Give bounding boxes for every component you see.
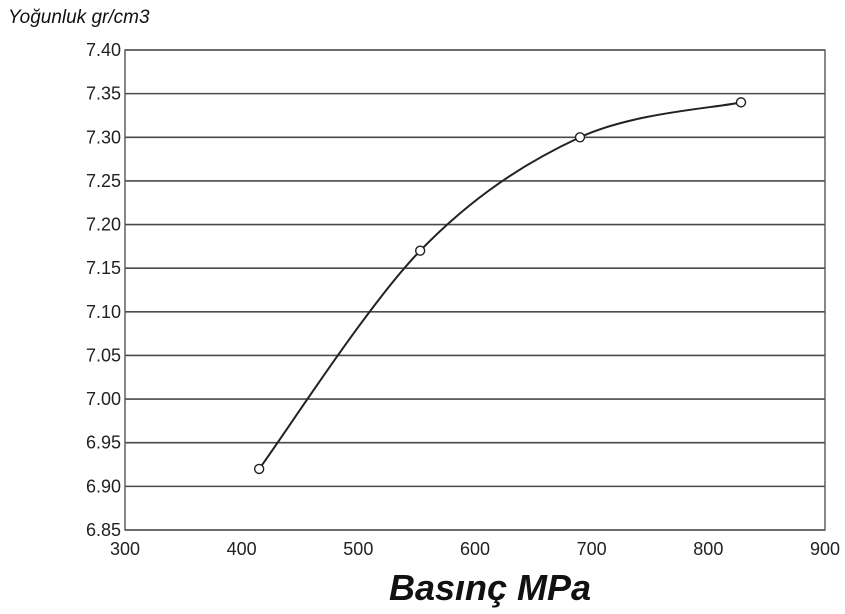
data-point [253, 463, 265, 475]
x-tick-label: 300 [110, 539, 140, 559]
x-tick-label: 700 [577, 539, 607, 559]
x-tick-label: 500 [343, 539, 373, 559]
data-points [253, 97, 747, 475]
y-tick-label: 7.40 [86, 40, 121, 60]
y-tick-label: 7.25 [86, 171, 121, 191]
series-line [258, 101, 742, 470]
y-tick-label: 7.20 [86, 215, 121, 235]
y-tick-label: 7.35 [86, 84, 121, 104]
x-axis-title: Basınç MPa [389, 567, 591, 608]
data-point [735, 97, 747, 108]
y-tick-label: 6.95 [86, 433, 121, 453]
x-tick-labels: 300 400 500 600 700 800 900 [110, 539, 840, 559]
y-tick-label: 7.05 [86, 345, 121, 365]
y-tick-label: 6.85 [86, 520, 121, 540]
data-point [414, 245, 426, 256]
y-axis-title: Yoğunluk gr/cm3 [8, 7, 150, 28]
gridlines [125, 49, 825, 531]
y-tick-label: 7.00 [86, 389, 121, 409]
x-tick-label: 900 [810, 539, 840, 559]
y-tick-label: 7.15 [86, 258, 121, 278]
x-tick-label: 800 [693, 539, 723, 559]
y-tick-label: 7.10 [86, 302, 121, 322]
data-point [574, 132, 586, 143]
x-tick-label: 400 [227, 539, 257, 559]
y-tick-label: 6.90 [86, 476, 121, 496]
x-tick-label: 600 [460, 539, 490, 559]
y-tick-labels: 6.85 6.90 6.95 7.00 7.05 7.10 7.15 7.20 7.25 7.30… [86, 40, 121, 540]
y-tick-label: 7.30 [86, 127, 121, 147]
plot-frame [124, 49, 826, 531]
